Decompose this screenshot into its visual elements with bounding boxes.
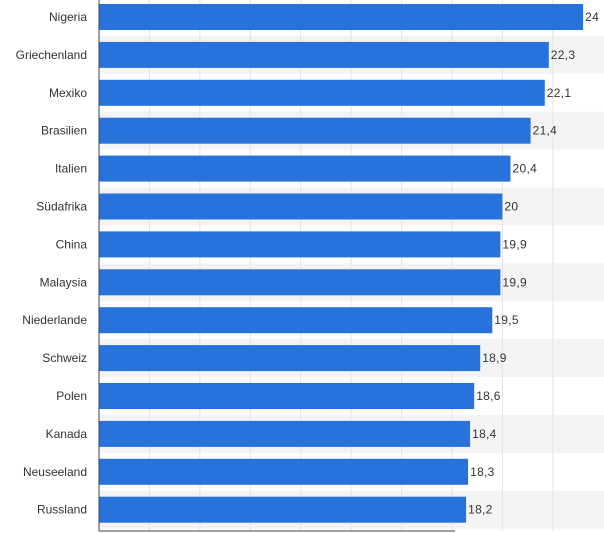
value-label: 18,6 xyxy=(476,389,501,403)
value-labels: 24 22,3 22,1 21,4 20,4 20 19,9 19,9 19,5 18,9 18,6… xyxy=(468,10,599,517)
category-label: Brasilien xyxy=(41,124,87,138)
bar-griechenland[interactable] xyxy=(99,41,549,68)
category-label: Russland xyxy=(37,503,87,517)
bar-malaysia[interactable] xyxy=(99,269,501,296)
category-label: China xyxy=(56,237,88,251)
bar-mexiko[interactable] xyxy=(99,79,545,106)
bar-schweiz[interactable] xyxy=(99,345,481,372)
bar-neuseeland[interactable] xyxy=(99,458,469,485)
bar-brasilien[interactable] xyxy=(99,117,531,144)
category-label: Mexiko xyxy=(49,86,87,100)
category-label: Kanada xyxy=(46,427,88,441)
value-label: 19,5 xyxy=(494,313,519,327)
category-label: Neuseeland xyxy=(23,465,87,479)
bar-nigeria[interactable] xyxy=(99,4,584,30)
category-label: Polen xyxy=(56,389,87,403)
category-label: Nigeria xyxy=(49,10,87,24)
category-label: Griechenland xyxy=(16,48,87,62)
bar-russland[interactable] xyxy=(99,496,467,523)
category-label: Niederlande xyxy=(22,313,87,327)
category-label: Malaysia xyxy=(40,275,88,289)
value-label: 20 xyxy=(504,200,518,214)
bar-polen[interactable] xyxy=(99,383,475,409)
bar-kanada[interactable] xyxy=(99,420,471,447)
value-label: 18,3 xyxy=(470,465,495,479)
value-label: 19,9 xyxy=(502,237,527,251)
category-label: Schweiz xyxy=(42,351,87,365)
bar-italien[interactable] xyxy=(99,155,511,182)
bar-china[interactable] xyxy=(99,231,501,258)
value-label: 20,4 xyxy=(513,162,538,176)
value-label: 22,3 xyxy=(551,48,576,62)
value-label: 21,4 xyxy=(533,124,558,138)
value-label: 24 xyxy=(585,10,599,24)
value-label: 22,1 xyxy=(547,86,572,100)
category-label: Italien xyxy=(55,162,87,176)
value-label: 18,9 xyxy=(482,351,507,365)
value-label: 18,2 xyxy=(468,503,493,517)
bar-südafrika[interactable] xyxy=(99,193,503,220)
value-label: 18,4 xyxy=(472,427,497,441)
category-label: Südafrika xyxy=(36,200,87,214)
bars xyxy=(99,4,584,523)
value-label: 19,9 xyxy=(502,275,527,289)
bar-niederlande[interactable] xyxy=(99,307,493,334)
category-labels: Nigeria Griechenland Mexiko Brasilien Italie… xyxy=(16,10,88,517)
